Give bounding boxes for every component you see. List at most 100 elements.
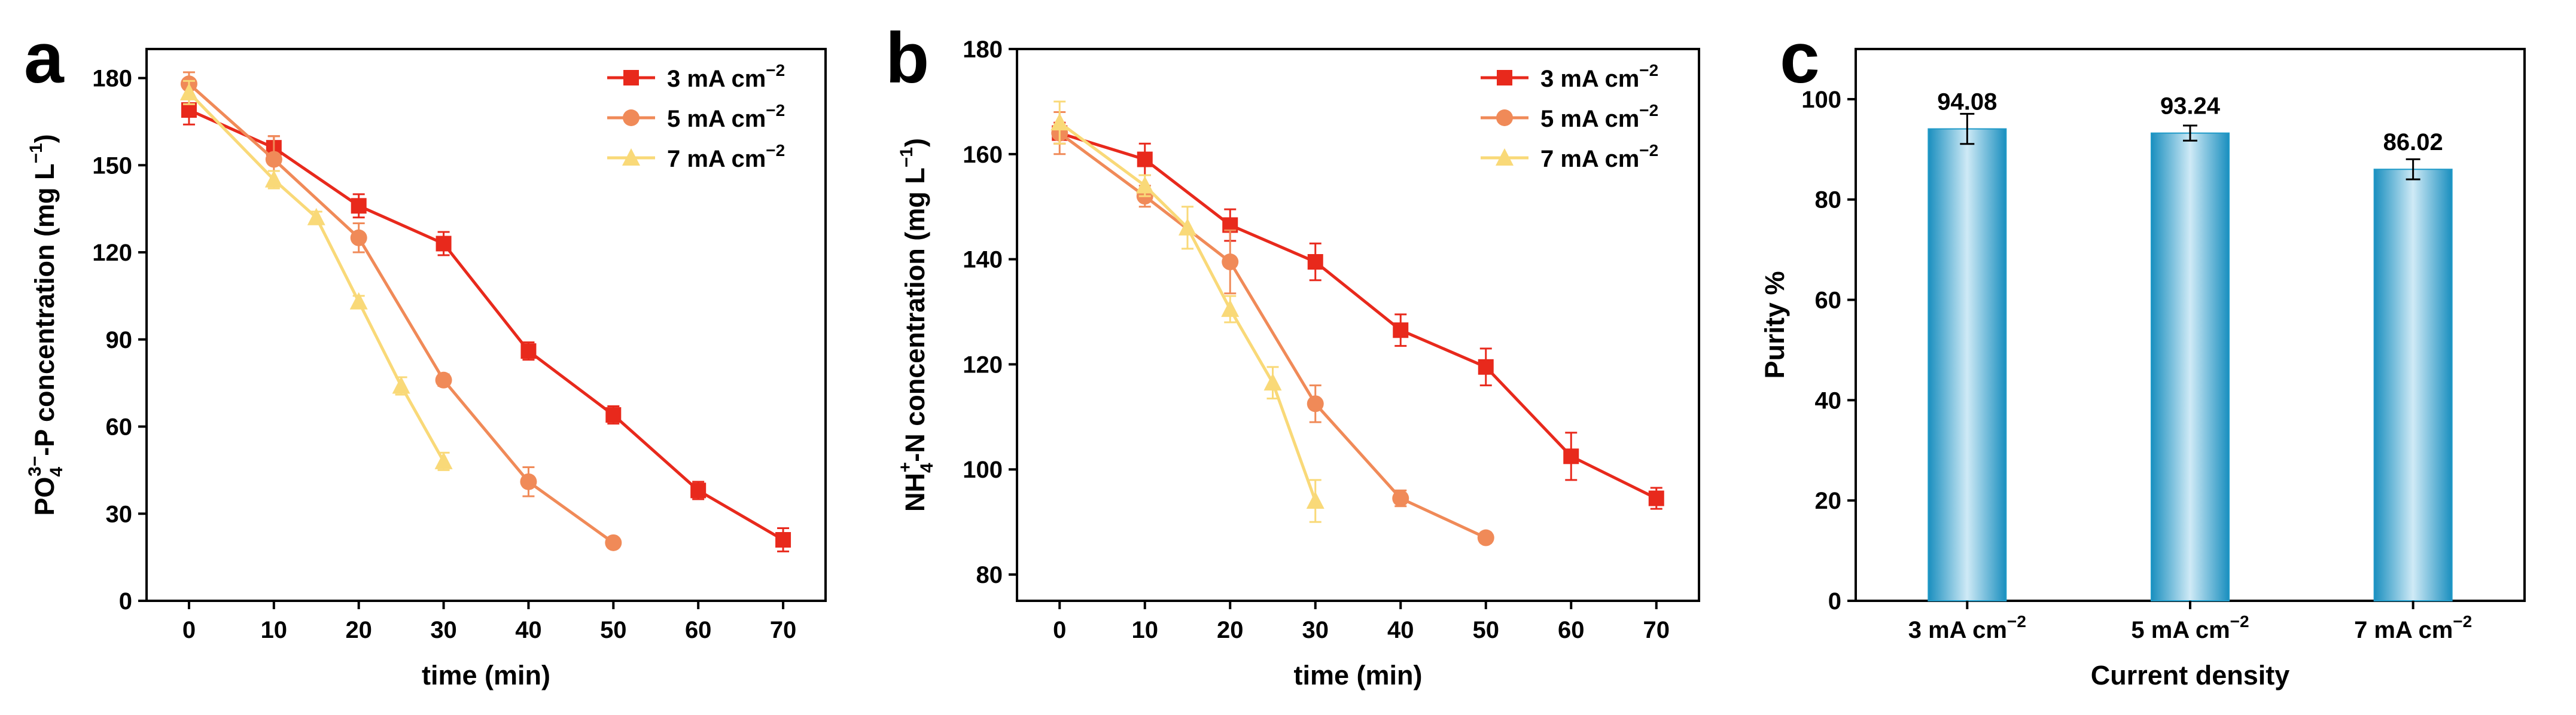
- series-3: [1051, 100, 1324, 523]
- legend-superscript: −2: [1639, 141, 1658, 160]
- x-tick-label: 30: [430, 617, 457, 643]
- legend-entry: 5 mA cm−2: [1481, 101, 1658, 132]
- data-point: [1306, 491, 1324, 509]
- x-tick-label: 60: [685, 617, 712, 643]
- data-point: [349, 292, 368, 310]
- data-point: [520, 473, 537, 490]
- legend-marker: [1497, 70, 1512, 85]
- y-label-superscript: 3−: [25, 456, 45, 476]
- x-axis-label: time (min): [1293, 660, 1422, 690]
- data-point: [392, 376, 410, 394]
- legend-marker: [1496, 148, 1514, 166]
- y-tick-label: 120: [963, 352, 1003, 378]
- data-point: [605, 407, 622, 423]
- legend-superscript: −2: [1639, 101, 1658, 120]
- x-tick-label: 40: [1387, 617, 1414, 643]
- data-point: [520, 343, 537, 359]
- legend-entry: 3 mA cm−2: [607, 61, 785, 92]
- legend-text: 7 mA cm: [667, 146, 766, 172]
- y-axis-label: PO43−-P concentration (mg L−1): [25, 134, 66, 515]
- y-tick-label: 20: [1815, 488, 1842, 514]
- data-point: [1135, 176, 1154, 194]
- panel-label: b: [885, 18, 929, 98]
- legend-label: 7 mA cm−2: [1540, 141, 1658, 172]
- y-label-superscript: −1: [26, 143, 46, 163]
- series-line: [188, 82, 614, 544]
- y-label-superscript: −1: [897, 147, 916, 167]
- legend-superscript: −2: [766, 101, 785, 120]
- x-tick-label: 20: [345, 617, 372, 643]
- data-point: [1051, 113, 1069, 131]
- series-3: [179, 80, 453, 471]
- legend-superscript: −2: [766, 61, 785, 80]
- y-label-part: -P concentration (mg L: [29, 164, 60, 456]
- bar-value-label: 86.02: [2383, 129, 2443, 155]
- legend-label: 7 mA cm−2: [667, 141, 785, 172]
- series-2: [180, 71, 622, 551]
- y-tick-label: 180: [92, 66, 132, 92]
- data-point: [351, 198, 367, 214]
- x-tick-text: 3 mA cm: [1908, 617, 2007, 643]
- x-axis-label: time (min): [422, 660, 550, 690]
- y-tick-label: 0: [119, 588, 132, 615]
- y-axis-label: Purity %: [1759, 271, 1790, 378]
- data-point: [265, 151, 282, 168]
- data-point: [1393, 322, 1409, 338]
- data-point: [307, 207, 325, 225]
- series-line: [188, 91, 445, 463]
- x-tick-label: 7 mA cm−2: [2354, 612, 2472, 643]
- data-point: [1478, 359, 1494, 375]
- x-tick-label: 50: [1473, 617, 1500, 643]
- y-label-superscript: +: [896, 462, 915, 473]
- bar-value-label: 94.08: [1937, 89, 1997, 115]
- legend-marker: [622, 148, 640, 166]
- y-tick-label: 80: [976, 562, 1003, 588]
- bar-group: 93.24 5 mA cm−2: [2131, 93, 2249, 643]
- y-tick-label: 30: [106, 501, 133, 527]
- data-point: [264, 170, 283, 188]
- data-point: [1477, 529, 1494, 546]
- y-axis-label: NH4+-N concentration (mg L−1): [896, 138, 937, 512]
- y-tick-label: 160: [963, 142, 1003, 168]
- data-point: [1563, 448, 1579, 465]
- bar: [2151, 132, 2230, 601]
- y-tick-label: 120: [92, 240, 132, 266]
- y-tick-label: 80: [1815, 187, 1842, 213]
- x-tick-label: 70: [770, 617, 797, 643]
- data-point: [1179, 218, 1196, 236]
- x-tick-label: 50: [600, 617, 627, 643]
- y-label-subscript: 4: [917, 463, 937, 473]
- x-tick-label: 0: [1053, 617, 1066, 643]
- x-tick-label: 60: [1558, 617, 1585, 643]
- x-tick-label: 70: [1643, 617, 1670, 643]
- y-label-part: ): [900, 138, 930, 147]
- legend-entry: 7 mA cm−2: [1481, 141, 1658, 172]
- y-tick-label: 180: [963, 36, 1003, 63]
- x-tick-label: 5 mA cm−2: [2131, 612, 2249, 643]
- legend-marker: [623, 109, 640, 126]
- series-1: [181, 94, 791, 552]
- data-point: [690, 482, 707, 499]
- x-tick-label: 20: [1217, 617, 1244, 643]
- series-line: [1059, 132, 1657, 500]
- x-tick-superscript: −2: [2007, 612, 2026, 631]
- panel-label: a: [24, 18, 65, 98]
- data-point: [434, 451, 453, 469]
- legend-marker: [623, 70, 639, 85]
- data-point: [436, 236, 452, 252]
- x-tick-label: 30: [1302, 617, 1329, 643]
- panel-a: 0 10 20 30 40 50 60 70 0 30 60 90 120 150 180 time (min…: [24, 18, 827, 690]
- x-tick-label: 10: [261, 617, 288, 643]
- x-axis-label: Current density: [2091, 660, 2290, 690]
- panel-label: c: [1780, 18, 1820, 98]
- y-tick-label: 60: [1815, 288, 1842, 314]
- x-tick-label: 40: [515, 617, 542, 643]
- bar: [2373, 169, 2453, 601]
- data-point: [435, 371, 452, 389]
- bar-value-label: 93.24: [2160, 93, 2221, 120]
- legend-text: 3 mA cm: [667, 66, 766, 92]
- y-label-part: NH: [900, 473, 930, 512]
- y-tick-label: 60: [106, 414, 133, 441]
- y-tick-label: 100: [963, 457, 1003, 483]
